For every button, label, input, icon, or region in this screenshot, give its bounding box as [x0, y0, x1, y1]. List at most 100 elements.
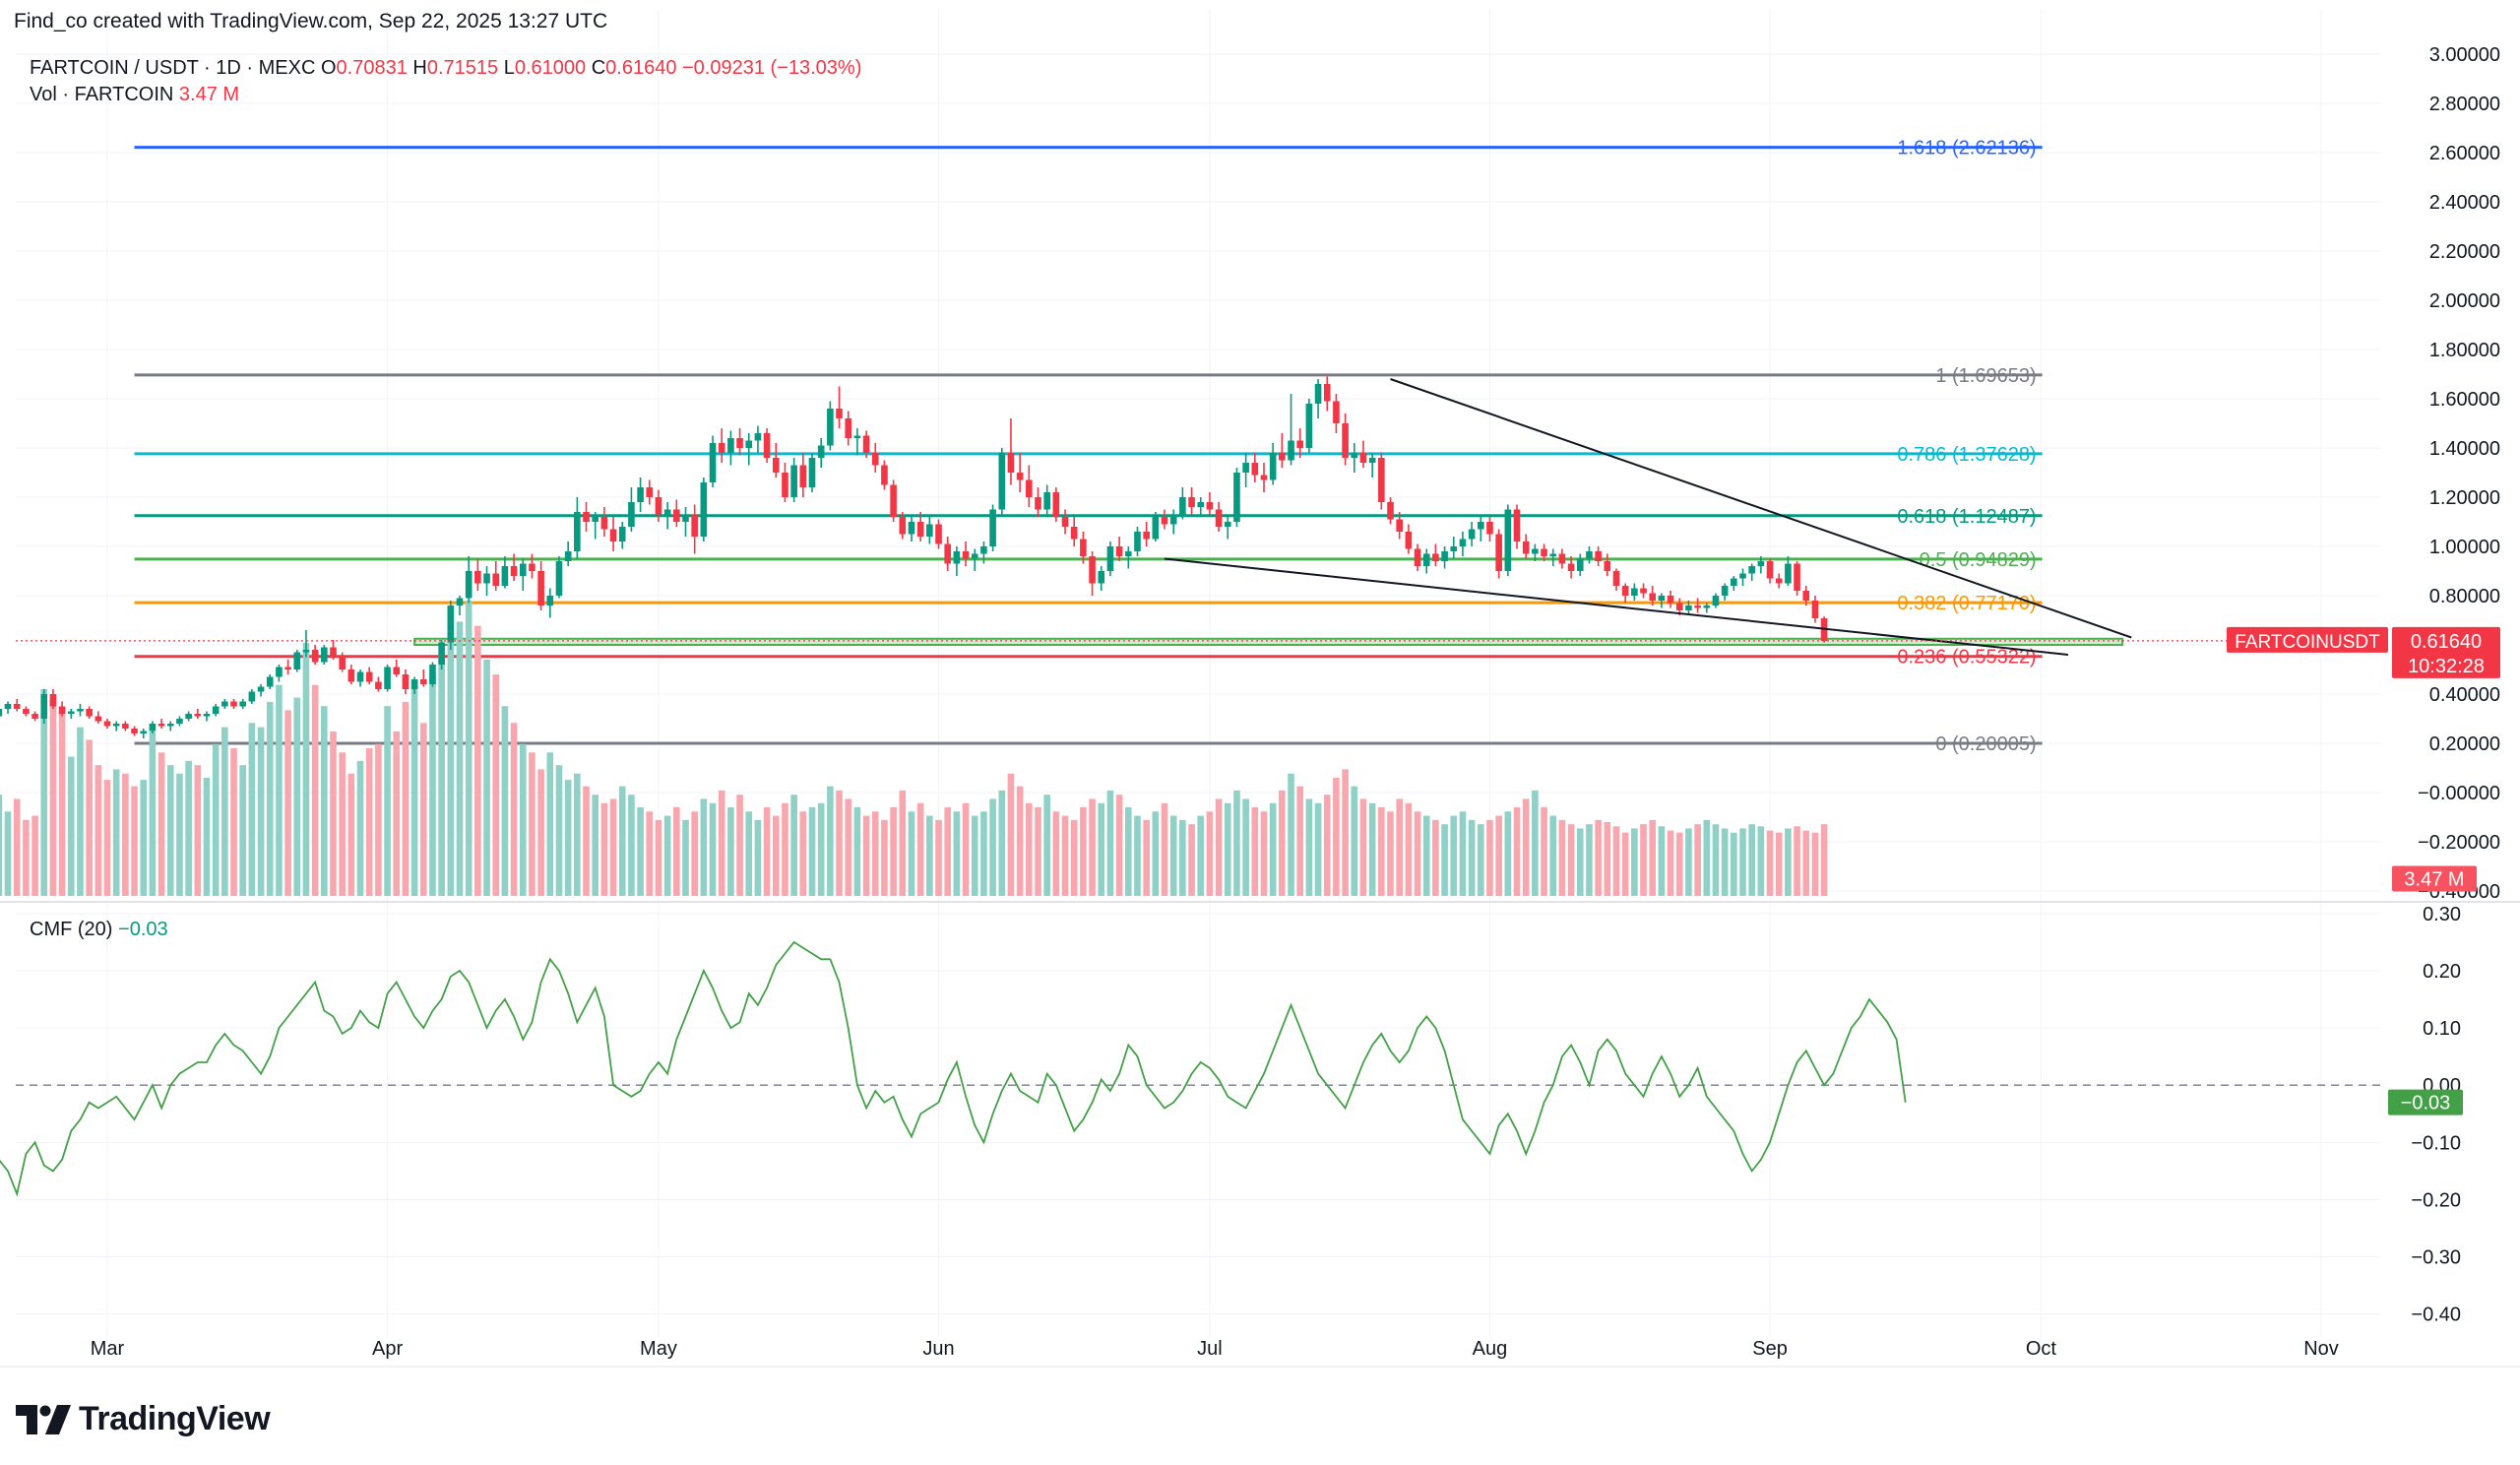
tradingview-logo[interactable]: TradingView	[16, 1400, 271, 1438]
time-tick-label: Jul	[1197, 1338, 1223, 1360]
candle-body	[321, 647, 328, 663]
volume-bar	[112, 769, 120, 896]
candle-body	[790, 465, 797, 497]
candle-body	[330, 647, 337, 658]
volume-bar	[1459, 811, 1467, 896]
price-badge-countdown: 10:32:28	[2408, 656, 2485, 677]
volume-bar	[853, 807, 861, 896]
volume-bar	[1658, 826, 1666, 896]
volume-bar	[393, 731, 401, 896]
fibonacci-levels[interactable]: 1.618 (2.62136) 1 (1.69653) 0.786 (1.37628…	[134, 138, 2050, 755]
candle-body	[1414, 548, 1421, 566]
volume-bar	[600, 802, 608, 896]
candle-body	[1712, 596, 1720, 605]
candle-body	[1631, 588, 1638, 596]
volume-bar	[1197, 815, 1205, 896]
candle-body	[1459, 539, 1467, 546]
cmf-label: CMF (20)	[30, 919, 113, 940]
price-tick-label: 0.40000	[2429, 684, 2500, 706]
volume-bar	[347, 773, 355, 896]
candle-body	[429, 665, 436, 684]
volume-bar	[1333, 778, 1340, 896]
candle-body	[564, 551, 572, 561]
candle-body	[1621, 586, 1629, 596]
volume-bar	[483, 660, 490, 896]
created-by-text: Find_co created with TradingView.com, Se…	[14, 10, 608, 32]
candle-body	[1468, 529, 1476, 540]
price-badge-value: 0.61640	[2411, 631, 2482, 653]
volume-bar	[564, 780, 572, 896]
candle-body	[1169, 514, 1177, 525]
volume-bar	[1621, 832, 1629, 896]
volume-bar	[276, 684, 283, 896]
candle-body	[1432, 553, 1439, 561]
volume-bar	[321, 706, 328, 896]
candle-body	[871, 453, 879, 466]
volume-bar	[49, 701, 57, 896]
candle-body	[0, 709, 3, 717]
candle-body	[1721, 586, 1729, 596]
volume-bar	[1532, 790, 1539, 896]
candle-body	[1685, 605, 1692, 610]
candle-body	[1288, 440, 1294, 461]
fib-level-label: 1 (1.69653)	[1935, 365, 2036, 387]
candle-body	[77, 709, 84, 712]
volume-bar	[32, 815, 38, 896]
volume-bar	[1043, 795, 1050, 896]
volume-bar	[122, 773, 129, 896]
volume-bar	[1567, 824, 1575, 896]
candle-body	[1215, 509, 1223, 527]
candle-body	[1260, 475, 1268, 480]
price-tick-label: 1.60000	[2429, 389, 2500, 411]
candle-body	[700, 482, 708, 537]
time-tick-label: Aug	[1473, 1338, 1508, 1360]
volume-bar	[1378, 807, 1385, 896]
price-badges: FARTCOINUSDT 0.61640 10:32:28 3.47 M −0.03	[16, 626, 2500, 1115]
volume-bar	[1477, 824, 1484, 896]
candle-body	[438, 642, 445, 665]
volume-bar	[1468, 819, 1476, 896]
candle-body	[754, 433, 762, 441]
candle-body	[1251, 463, 1259, 476]
candle-body	[998, 453, 1006, 510]
candle-body	[158, 724, 165, 727]
candle-body	[347, 669, 355, 682]
candle-body	[230, 701, 237, 707]
volume-bar	[790, 795, 797, 896]
candle-body	[1558, 553, 1566, 564]
candle-body	[1323, 384, 1331, 402]
volume-bar	[926, 815, 933, 896]
candle-body	[510, 566, 518, 576]
volume-bar	[799, 811, 807, 896]
candle-body	[600, 517, 608, 530]
support-zone[interactable]	[413, 637, 2124, 646]
candle-body	[980, 546, 987, 554]
volume-bar	[1035, 807, 1041, 896]
volume-bar	[763, 807, 771, 896]
candle-body	[1495, 534, 1502, 571]
candle-body	[1124, 551, 1132, 556]
volume-bar	[1169, 815, 1177, 896]
volume-bar	[718, 790, 725, 896]
volume-bar	[592, 795, 599, 896]
candle-body	[212, 706, 220, 714]
volume-bar	[1811, 832, 1819, 896]
candle-body	[1161, 517, 1168, 525]
price-tick-label: 0.80000	[2429, 586, 2500, 607]
candle-body	[492, 573, 500, 586]
volume-bar	[1179, 819, 1186, 896]
candle-body	[1541, 548, 1547, 556]
symbol-legend: FARTCOIN / USDT · 1D · MEXC O0.70831 H0.…	[30, 57, 861, 80]
price-tick-label: −0.20000	[2418, 832, 2500, 854]
candle-body	[763, 433, 771, 458]
trendlines[interactable]	[1164, 378, 2132, 656]
volume-bar	[1640, 824, 1647, 896]
candle-body	[1115, 546, 1123, 556]
candle-body	[149, 724, 157, 732]
price-tick-label: 1.20000	[2429, 487, 2500, 509]
volume-bar	[1486, 819, 1493, 896]
volume-bar	[1604, 822, 1611, 896]
volume-bar	[384, 706, 391, 896]
volume-bar	[980, 811, 987, 896]
